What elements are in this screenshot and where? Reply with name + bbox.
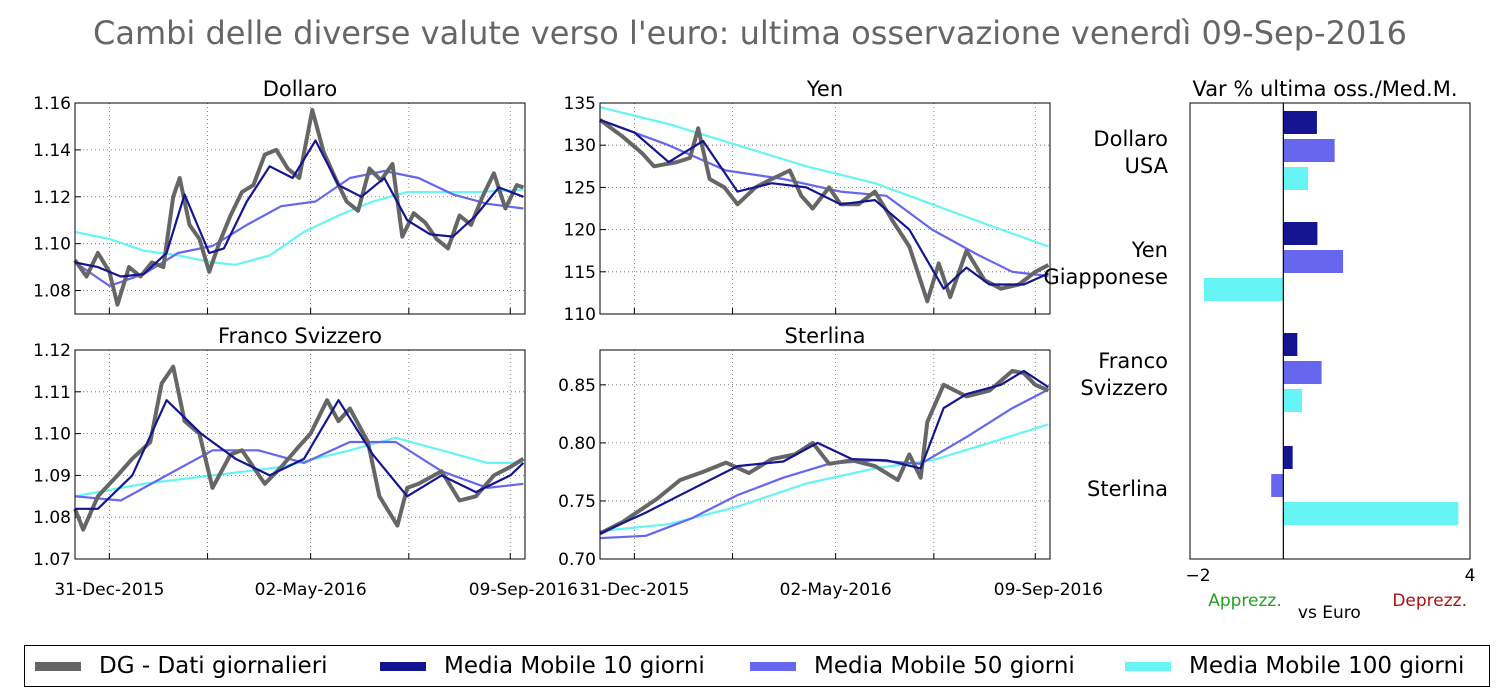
bar-mm10 (1283, 222, 1318, 245)
legend-item-mm10: Media Mobile 10 giorni (380, 652, 705, 680)
yen-plot-frame (599, 102, 1051, 315)
dollaro-y-tick-label: 1.08 (33, 282, 71, 302)
bar-plot-frame (1189, 102, 1471, 560)
franco-x-tick-label: 31-Dec-2015 (54, 580, 164, 600)
dollaro-y-tick-label: 1.16 (33, 94, 71, 114)
franco-panel-title: Franco Svizzero (218, 324, 382, 348)
dollaro-y-tick-label: 1.10 (33, 235, 71, 255)
legend-swatch-mm50 (750, 661, 796, 671)
bar-x-tick-label: 4 (1465, 566, 1476, 586)
legend-label-mm50: Media Mobile 50 giorni (814, 653, 1075, 679)
sterlina-y-tick-label: 0.80 (558, 434, 596, 454)
franco-plot-frame (74, 349, 526, 560)
franco-y-tick-label: 1.08 (33, 508, 71, 528)
franco-y-tick-label: 1.07 (33, 550, 71, 570)
bar-category-label: Dollaro (1093, 127, 1168, 151)
chart-canvas: 1.16 1.14 1.12 1.10 1.08 Dollaro 135 130 125 120 1… (33, 77, 1476, 623)
franco-series-mm50 (74, 440, 524, 502)
bar-panel-title: Var % ultima oss./Med.M. (1192, 77, 1457, 101)
bar-category-label: Yen (1131, 238, 1168, 262)
bar-mm50 (1283, 361, 1322, 384)
franco-series-mm10 (75, 399, 525, 510)
bar-mm50 (1271, 474, 1284, 497)
bar-category-label: Svizzero (1080, 376, 1168, 400)
bar-mm100 (1283, 502, 1459, 525)
legend: DG - Dati giornalieri Media Mobile 10 gi… (24, 645, 1490, 687)
dollaro-panel-title: Dollaro (263, 77, 338, 101)
franco-y-tick-label: 1.09 (33, 466, 71, 486)
yen-series-dg (598, 118, 1050, 304)
yen-series-mm100 (599, 106, 1049, 248)
dollaro-series-dg (73, 108, 525, 307)
sterlina-x-tick-label: 09-Sep-2016 (994, 580, 1103, 600)
franco-series-dg (73, 364, 525, 532)
bar-category-label: Sterlina (1087, 477, 1168, 501)
bar-category-label: Franco (1098, 349, 1168, 373)
yen-y-tick-label: 115 (564, 263, 596, 283)
franco-x-tick-label: 09-Sep-2016 (469, 580, 578, 600)
sterlina-y-tick-label: 0.70 (558, 550, 596, 570)
yen-panel-title: Yen (806, 77, 843, 101)
bar-mm50 (1283, 250, 1344, 273)
franco-y-tick-label: 1.11 (33, 383, 71, 403)
bar-mm100 (1283, 167, 1309, 190)
bar-category-label: Giapponese (1043, 265, 1168, 289)
bar-mm50 (1283, 139, 1335, 162)
dollaro-series-mm10 (74, 139, 524, 278)
legend-swatch-dg (35, 661, 81, 671)
yen-series-mm50 (599, 118, 1049, 278)
franco-series-mm100 (74, 436, 524, 498)
yen-y-tick-label: 135 (564, 94, 596, 114)
franco-x-tick-label: 02-May-2016 (255, 580, 367, 600)
sterlina-series-mm50 (599, 388, 1049, 540)
dollaro-y-tick-label: 1.14 (33, 141, 71, 161)
dollaro-plot-frame (74, 102, 526, 315)
dollaro-y-tick-label: 1.12 (33, 188, 71, 208)
yen-y-tick-label: 130 (564, 136, 596, 156)
legend-item-dg: DG - Dati giornalieri (35, 652, 328, 680)
bar-mm10 (1283, 333, 1298, 356)
vs-euro-label: vs Euro (1298, 603, 1361, 623)
legend-label-mm100: Media Mobile 100 giorni (1189, 653, 1465, 679)
legend-label-dg: DG - Dati giornalieri (99, 653, 328, 679)
franco-y-tick-label: 1.12 (33, 341, 71, 361)
legend-swatch-mm100 (1125, 661, 1171, 671)
deprezz-label: Deprezz. (1392, 591, 1467, 611)
sterlina-y-tick-label: 0.85 (558, 376, 596, 396)
chart-main-title: Cambi delle diverse valute verso l'euro:… (92, 14, 1408, 52)
yen-series-mm10 (599, 118, 1049, 290)
sterlina-series-mm100 (599, 423, 1049, 533)
bar-mm10 (1283, 446, 1293, 469)
bar-x-tick-label: −2 (1185, 566, 1210, 586)
franco-y-tick-label: 1.10 (33, 425, 71, 445)
sterlina-plot-frame (599, 349, 1051, 560)
bar-mm10 (1283, 111, 1317, 134)
yen-y-tick-label: 125 (564, 178, 596, 198)
bar-mm100 (1283, 389, 1302, 412)
yen-y-tick-label: 120 (564, 221, 596, 241)
legend-item-mm100: Media Mobile 100 giorni (1125, 652, 1464, 680)
apprezz-label: Apprezz. (1208, 591, 1282, 611)
yen-y-tick-label: 110 (564, 305, 596, 325)
legend-swatch-mm10 (380, 661, 426, 671)
sterlina-series-mm10 (599, 369, 1050, 535)
legend-label-mm10: Media Mobile 10 giorni (444, 653, 705, 679)
sterlina-x-tick-label: 02-May-2016 (780, 580, 892, 600)
bar-mm100 (1204, 278, 1284, 301)
sterlina-y-tick-label: 0.75 (558, 492, 596, 512)
bar-category-label: USA (1125, 154, 1169, 178)
sterlina-x-tick-label: 31-Dec-2015 (579, 580, 689, 600)
dollaro-series-mm50 (74, 169, 524, 287)
sterlina-panel-title: Sterlina (785, 324, 866, 348)
dollaro-series-mm100 (74, 188, 524, 266)
sterlina-series-dg (599, 368, 1050, 536)
legend-item-mm50: Media Mobile 50 giorni (750, 652, 1075, 680)
